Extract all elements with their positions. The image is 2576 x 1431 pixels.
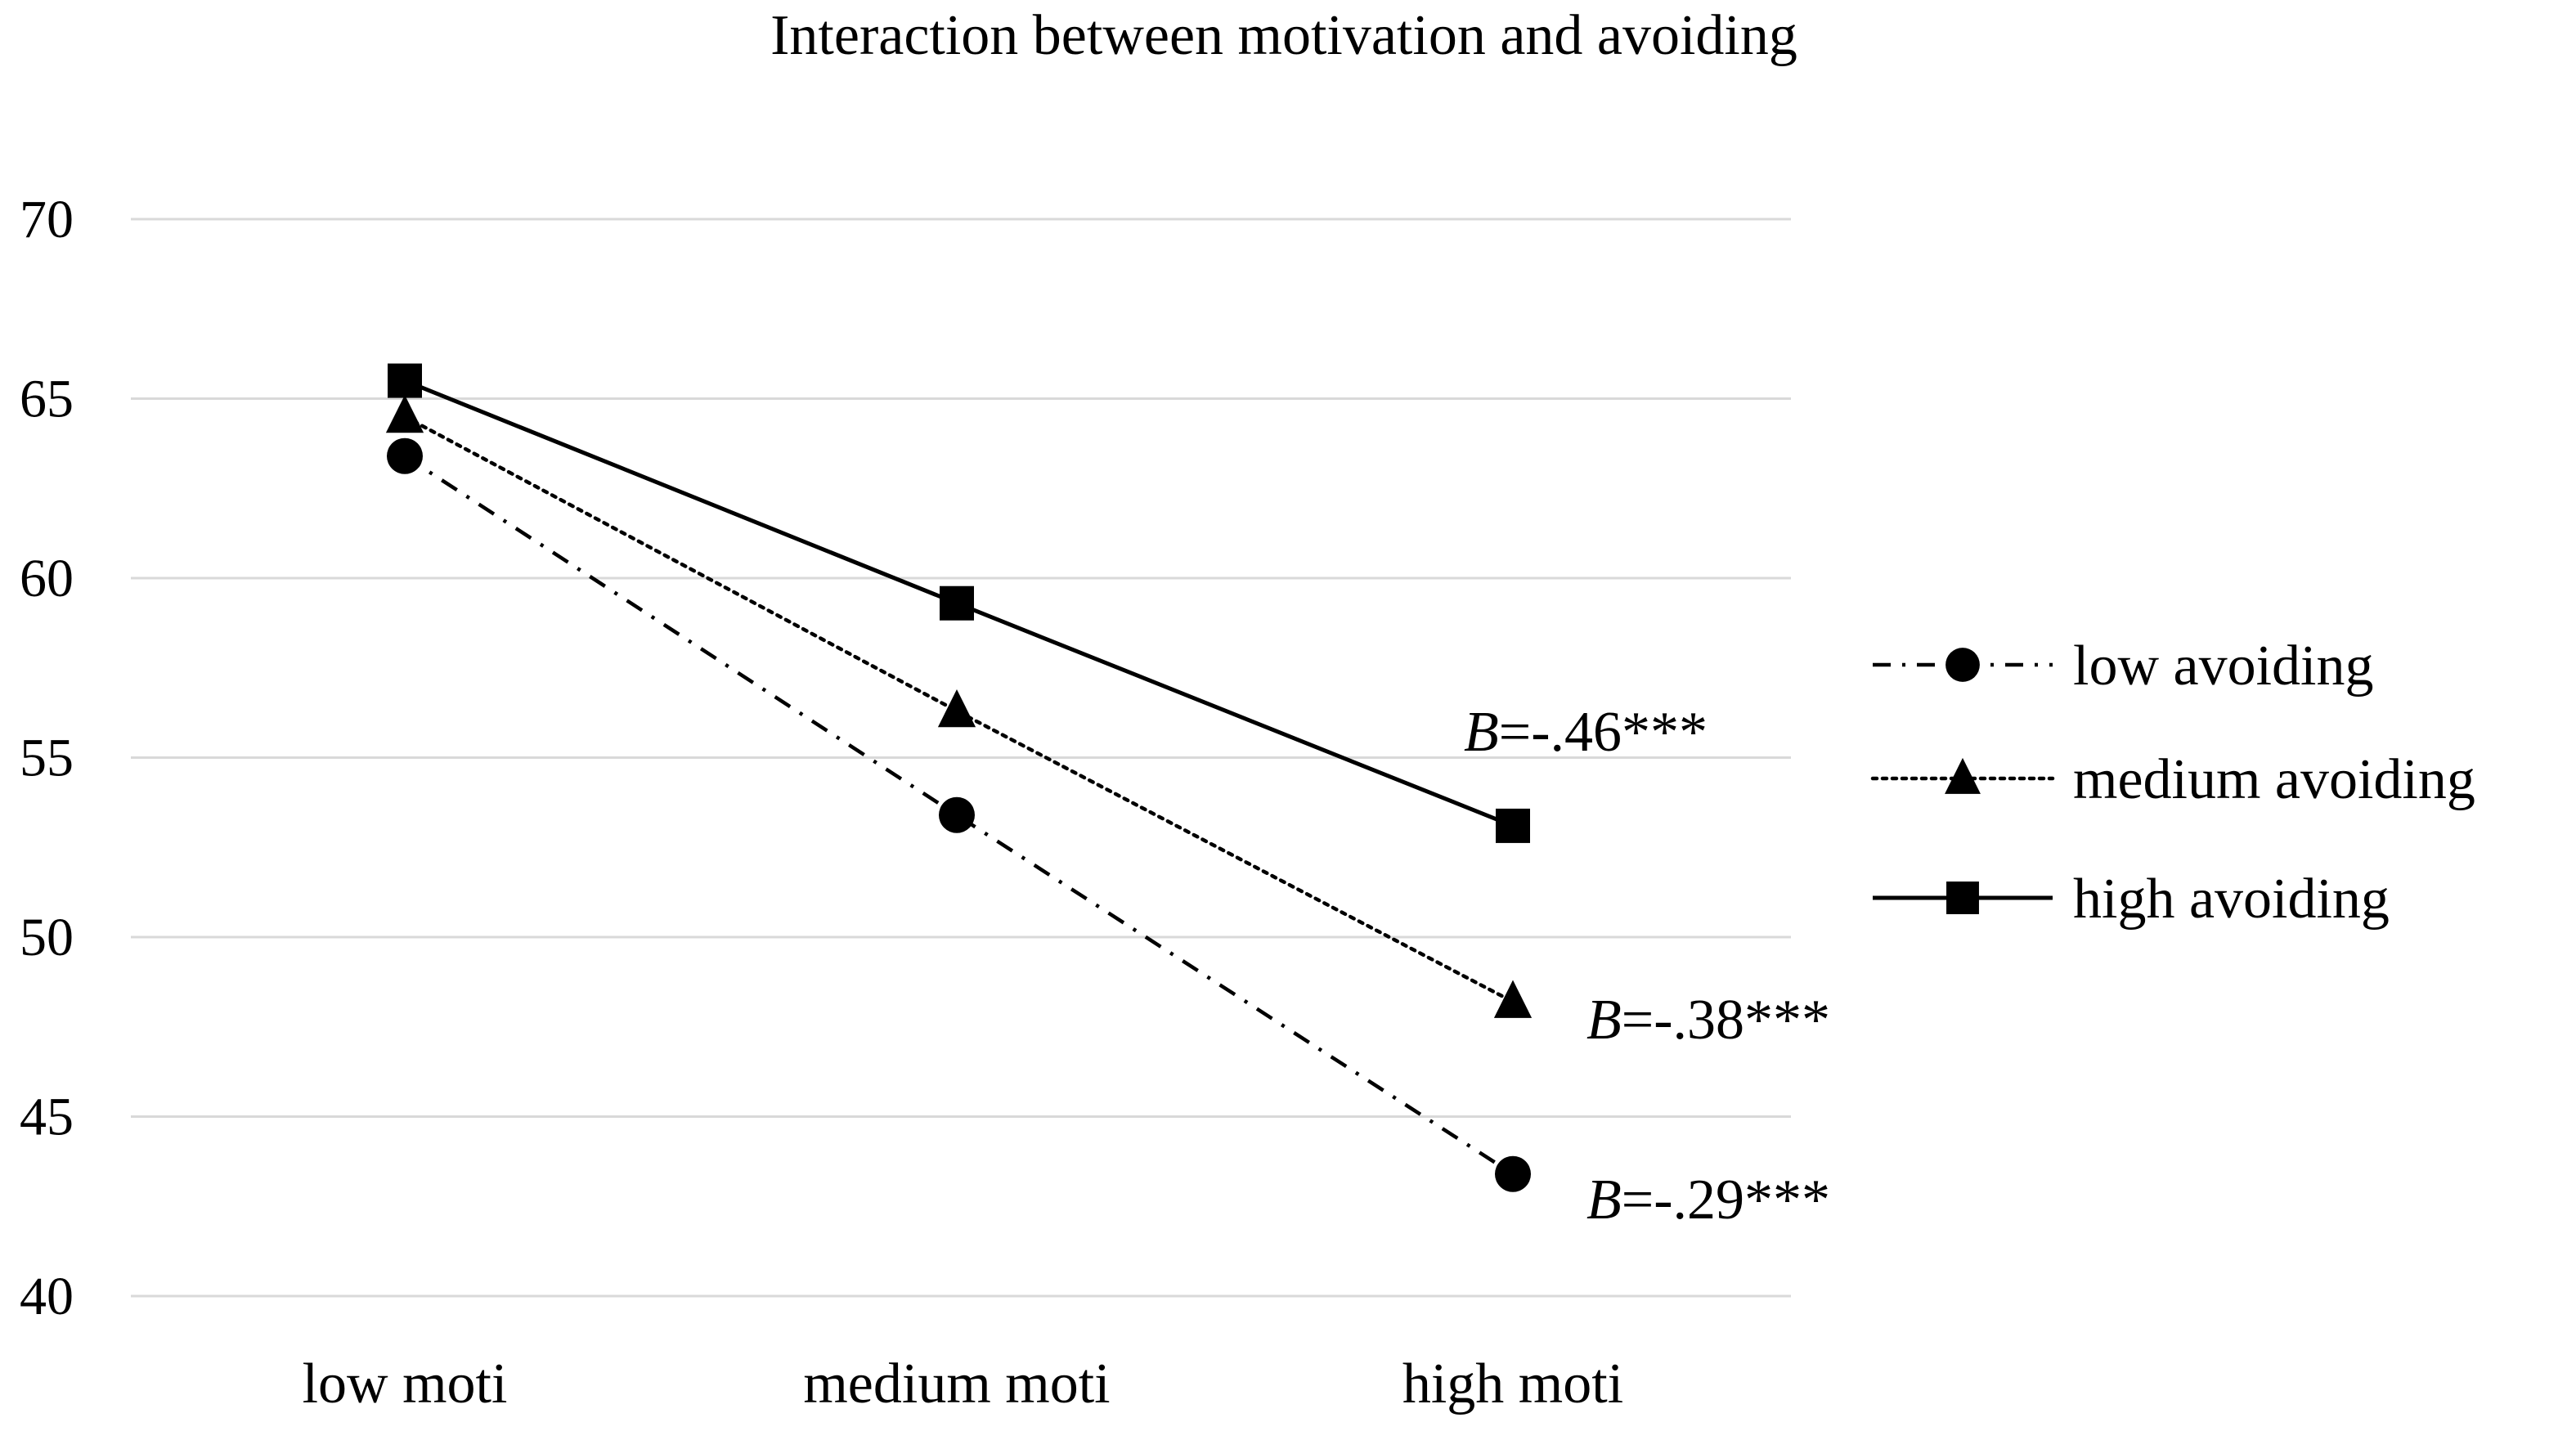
data-point-circle: [387, 437, 423, 474]
x-tick-label: low moti: [303, 1352, 508, 1415]
series-lines: [385, 363, 1533, 1192]
legend-label: medium avoiding: [2073, 748, 2475, 811]
y-tick-label: 55: [20, 729, 74, 788]
series-medium-avoiding: [385, 394, 1533, 1018]
legend-label: low avoiding: [2073, 635, 2373, 698]
data-point-square: [1496, 808, 1530, 843]
legend-entry: medium avoiding: [1870, 748, 2475, 811]
legend-marker-triangle: [1945, 757, 1981, 794]
series-low-avoiding: [387, 437, 1531, 1192]
legend-entry: high avoiding: [1873, 868, 2390, 931]
y-tick-label: 60: [20, 549, 74, 608]
slope-annotations: B=-.29*** B=-.38*** B=-.46***: [1464, 701, 1830, 1231]
x-tick-label: medium moti: [803, 1352, 1110, 1415]
data-point-square: [940, 585, 974, 621]
data-point-triangle: [385, 394, 424, 433]
y-tick-label: 65: [20, 370, 74, 429]
slope-annotation: B=-.46***: [1464, 701, 1708, 764]
y-tick-label: 50: [20, 908, 74, 967]
legend: low avoiding medium avoiding high avoiding: [1870, 635, 2475, 931]
series-line: [402, 415, 1515, 1004]
y-axis-tick-labels: 40 45 50 55 60 65 70: [20, 190, 74, 1326]
legend-marker-square: [1946, 881, 1979, 914]
data-point-square: [388, 363, 422, 398]
x-axis-tick-labels: low moti medium moti high moti: [303, 1352, 1624, 1415]
y-tick-label: 45: [20, 1088, 74, 1147]
data-point-triangle: [1493, 980, 1533, 1018]
legend-entry: low avoiding: [1873, 635, 2373, 698]
x-tick-label: high moti: [1402, 1352, 1623, 1415]
y-tick-label: 70: [20, 190, 74, 249]
legend-label: high avoiding: [2073, 868, 2390, 931]
grid-lines: [131, 218, 1791, 1298]
legend-marker-circle: [1945, 648, 1980, 682]
chart-title: Interaction between motivation and avoid…: [770, 4, 1797, 67]
data-point-triangle: [937, 689, 976, 728]
slope-annotation: B=-.38***: [1586, 989, 1830, 1052]
slope-annotation: B=-.29***: [1586, 1169, 1830, 1231]
series-high-avoiding: [388, 363, 1530, 843]
data-point-circle: [1495, 1155, 1531, 1192]
y-tick-label: 40: [20, 1267, 74, 1326]
data-point-circle: [939, 796, 975, 833]
